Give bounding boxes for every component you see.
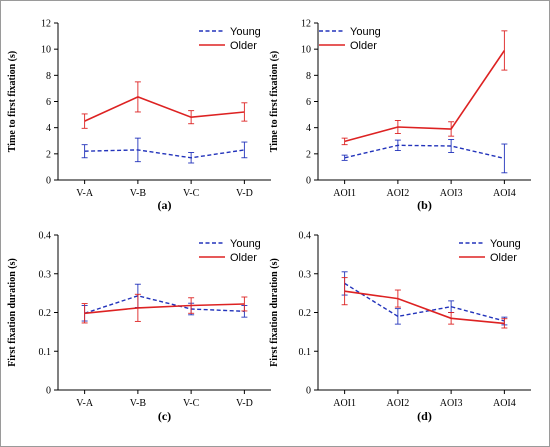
x-tick-label: V-B: [130, 188, 147, 199]
series-young: [81, 137, 248, 164]
series-line: [344, 50, 506, 143]
panel-label: (c): [158, 409, 171, 423]
panel-b: 0 2 4 6 8 10 12 AOI1 AOI2 AOI3 AOI4 Time to first f…: [269, 19, 531, 212]
x-tick-label: V-D: [236, 188, 253, 199]
legend: Young Older: [199, 26, 261, 52]
y-tick-label: 8: [46, 71, 51, 82]
x-tick-label: V-C: [183, 398, 200, 409]
legend-label: Young: [490, 238, 521, 250]
series-line: [84, 295, 245, 314]
series-older: [81, 81, 248, 129]
y-tick-label: 0.2: [39, 308, 52, 319]
y-tick-label: 12: [301, 19, 311, 30]
legend-label: Older: [230, 252, 257, 264]
x-tick-label: AOI3: [440, 188, 463, 199]
x-tick-label: V-D: [236, 398, 253, 409]
y-tick-label: 0.4: [39, 231, 52, 242]
y-tick-label: 0.1: [299, 347, 312, 358]
y-tick-label: 0: [46, 386, 51, 397]
legend-label: Older: [230, 40, 257, 52]
x-tick-label: V-A: [76, 398, 94, 409]
legend-label: Young: [230, 26, 261, 38]
legend-label: Young: [230, 238, 261, 250]
series-line: [344, 144, 505, 160]
x-tick-label: AOI4: [493, 398, 516, 409]
legend: Young Older: [199, 238, 261, 264]
y-axis-title: First fixation duration (s): [7, 258, 18, 367]
y-tick-label: 0.1: [39, 347, 52, 358]
legend-label: Young: [350, 26, 381, 38]
y-tick-label: 2: [46, 149, 51, 160]
series-line: [344, 290, 505, 325]
y-tick-label: 4: [46, 123, 51, 134]
y-tick-label: 10: [41, 45, 51, 56]
y-tick-label: 0.4: [299, 231, 312, 242]
y-tick-label: 0: [306, 176, 311, 187]
legend: Young Older: [319, 26, 381, 52]
x-tick-label: AOI1: [333, 398, 356, 409]
x-tick-label: AOI1: [333, 188, 356, 199]
y-tick-label: 6: [46, 97, 51, 108]
series-line: [344, 282, 505, 322]
x-tick-label: V-C: [183, 188, 200, 199]
y-tick-label: 10: [301, 45, 311, 56]
panel-d: 0 0.1 0.2 0.3 0.4 AOI1 AOI2 AOI3 AOI4 First fixat…: [269, 231, 531, 423]
panel-label: (a): [158, 198, 172, 212]
y-axis-title: Time to first fixation (s): [269, 51, 280, 152]
y-tick-label: 0.3: [299, 269, 312, 280]
y-tick-label: 2: [306, 149, 311, 160]
x-tick-label: AOI3: [440, 398, 463, 409]
legend-label: Older: [350, 40, 377, 52]
y-axis-title: First fixation duration (s): [269, 258, 280, 367]
series-line: [84, 303, 245, 315]
y-axis-title: Time to first fixation (s): [7, 51, 18, 152]
series-young: [81, 283, 248, 322]
series-older: [341, 30, 508, 146]
y-tick-label: 0: [306, 386, 311, 397]
series-young: [341, 138, 508, 174]
x-tick-label: V-B: [130, 398, 147, 409]
y-tick-label: 8: [306, 71, 311, 82]
y-tick-label: 4: [306, 123, 311, 134]
panel-label: (b): [417, 198, 432, 212]
panel-a: 0 2 4 6 8 10 12 V-A V-B V-C V-D Time to first fixat…: [7, 19, 271, 212]
y-tick-label: 0: [46, 176, 51, 187]
x-tick-label: V-A: [76, 188, 94, 199]
y-tick-label: 0.3: [39, 269, 52, 280]
x-tick-label: AOI2: [386, 188, 409, 199]
series-older: [81, 293, 248, 324]
series-older: [341, 277, 508, 329]
y-tick-label: 0.2: [299, 308, 312, 319]
panel-c: 0 0.1 0.2 0.3 0.4 V-A V-B V-C V-D First fixation …: [7, 231, 271, 423]
series-line: [84, 149, 245, 159]
y-tick-label: 12: [41, 19, 51, 30]
legend-label: Older: [490, 252, 517, 264]
x-tick-label: AOI2: [386, 398, 409, 409]
series-line: [84, 96, 245, 122]
series-young: [341, 271, 508, 326]
panel-label: (d): [417, 409, 432, 423]
legend: Young Older: [459, 238, 521, 264]
x-tick-label: AOI4: [493, 188, 516, 199]
y-tick-label: 6: [306, 97, 311, 108]
